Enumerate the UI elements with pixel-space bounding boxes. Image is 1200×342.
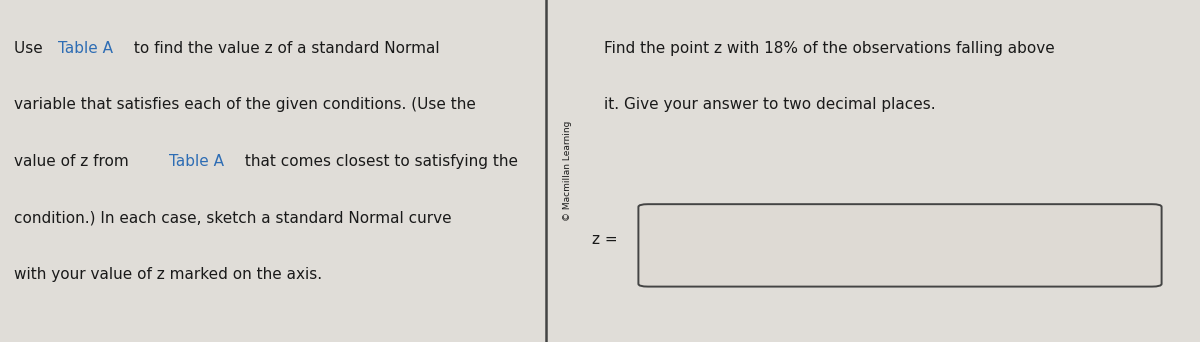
Text: condition.) In each case, sketch a standard Normal curve: condition.) In each case, sketch a stand… <box>14 210 452 225</box>
Text: it. Give your answer to two decimal places.: it. Give your answer to two decimal plac… <box>604 97 935 113</box>
Text: z =: z = <box>592 232 617 247</box>
Text: value of z from: value of z from <box>14 154 134 169</box>
Text: to find the value z of a standard Normal: to find the value z of a standard Normal <box>128 41 439 56</box>
Text: © Macmillan Learning: © Macmillan Learning <box>563 121 572 221</box>
Text: with your value of z marked on the axis.: with your value of z marked on the axis. <box>14 267 323 282</box>
Text: Use: Use <box>14 41 48 56</box>
Text: that comes closest to satisfying the: that comes closest to satisfying the <box>240 154 517 169</box>
Text: Table A: Table A <box>58 41 113 56</box>
Text: variable that satisfies each of the given conditions. (Use the: variable that satisfies each of the give… <box>14 97 476 113</box>
FancyBboxPatch shape <box>638 204 1162 287</box>
Text: Find the point z with 18% of the observations falling above: Find the point z with 18% of the observa… <box>604 41 1055 56</box>
Text: Table A: Table A <box>169 154 223 169</box>
